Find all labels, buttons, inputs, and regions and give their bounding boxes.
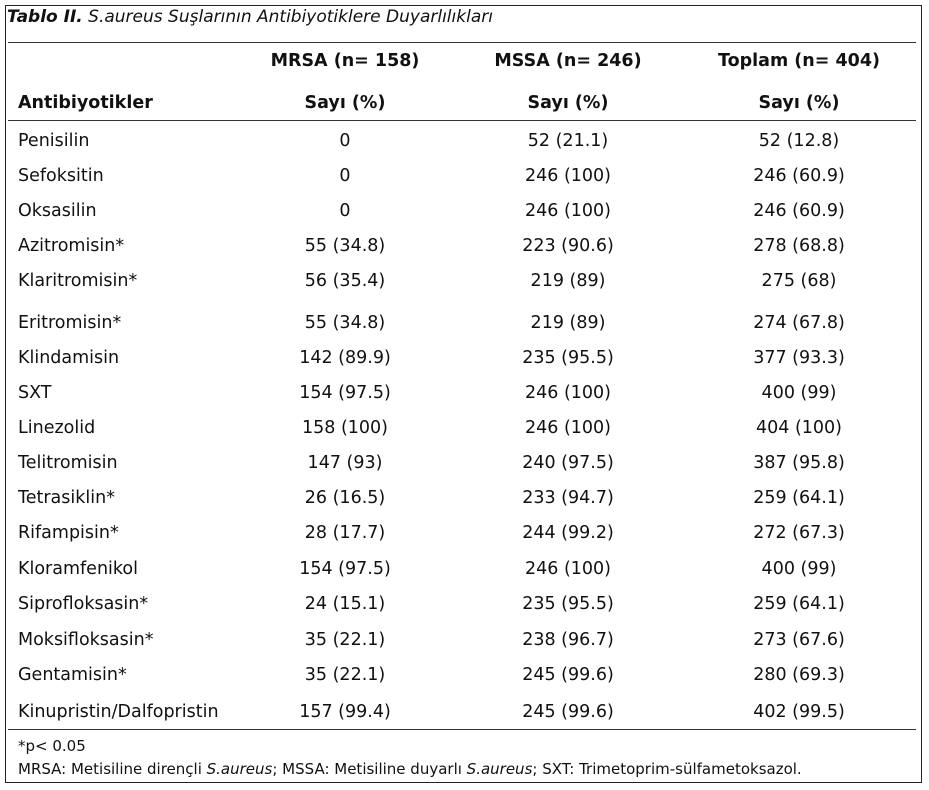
mssa-value: 233 (94.7) [522, 488, 614, 508]
species-name: S.aureus [466, 760, 533, 778]
total-value: 272 (67.3) [753, 523, 845, 543]
antibiotic-name: Eritromisin* [18, 313, 122, 333]
total-value: 259 (64.1) [753, 594, 845, 614]
rule-above-footnotes [8, 729, 916, 730]
total-value: 280 (69.3) [753, 665, 845, 685]
mssa-value: 235 (95.5) [522, 594, 614, 614]
antibiotic-name: Kloramfenikol [18, 559, 138, 579]
mrsa-value: 0 [339, 201, 351, 221]
mssa-value: 235 (95.5) [522, 348, 614, 368]
total-value: 259 (64.1) [753, 488, 845, 508]
antibiotic-name: Telitromisin [18, 453, 118, 473]
antibiotic-name: Tetrasiklin* [18, 488, 115, 508]
mrsa-value: 154 (97.5) [299, 559, 391, 579]
subheader-total: Sayı (%) [758, 93, 840, 113]
mssa-value: 246 (100) [524, 559, 612, 579]
total-value: 52 (12.8) [758, 131, 840, 151]
mrsa-value: 0 [339, 131, 351, 151]
subheader-mrsa: Sayı (%) [304, 93, 386, 113]
antibiotic-name: Kinupristin/Dalfopristin [18, 702, 219, 722]
antibiotic-name: Rifampisin* [18, 523, 119, 543]
mrsa-value: 35 (22.1) [304, 665, 386, 685]
antibiotic-name: Linezolid [18, 418, 96, 438]
mssa-value: 223 (90.6) [522, 236, 614, 256]
antibiotic-name: Siprofloksasin* [18, 594, 149, 614]
footnote-significance: *p< 0.05 [18, 737, 86, 755]
subheader-mssa: Sayı (%) [527, 93, 609, 113]
mssa-value: 246 (100) [524, 166, 612, 186]
rule-under-caption [8, 42, 916, 43]
mssa-value: 245 (99.6) [522, 702, 614, 722]
total-value: 400 (99) [761, 383, 837, 403]
mrsa-value: 154 (97.5) [299, 383, 391, 403]
antibiotic-name: Oksasilin [18, 201, 97, 221]
table-caption: Tablo II. S.aureus Suşlarının Antibiyoti… [7, 7, 493, 27]
antibiotic-name: Azitromisin* [18, 236, 125, 256]
antibiotic-name: Moksifloksasin* [18, 630, 154, 650]
total-value: 377 (93.3) [753, 348, 845, 368]
mssa-value: 238 (96.7) [522, 630, 614, 650]
caption-lead: Tablo II. [7, 7, 83, 27]
mrsa-value: 157 (99.4) [299, 702, 391, 722]
abbreviation-text: ; MSSA: Metisiline duyarlı [272, 760, 467, 778]
antibiotic-name: Klaritromisin* [18, 271, 138, 291]
mrsa-value: 158 (100) [301, 418, 389, 438]
footnote-abbreviations: MRSA: Metisiline dirençli S.aureus; MSSA… [18, 759, 802, 779]
abbreviation-text: MRSA: Metisiline dirençli [18, 760, 207, 778]
header-mssa: MSSA (n= 246) [494, 51, 642, 71]
mssa-value: 240 (97.5) [522, 453, 614, 473]
mrsa-value: 28 (17.7) [304, 523, 386, 543]
mssa-value: 246 (100) [524, 383, 612, 403]
total-value: 400 (99) [761, 559, 837, 579]
mssa-value: 52 (21.1) [527, 131, 609, 151]
mssa-value: 219 (89) [530, 271, 606, 291]
total-value: 274 (67.8) [753, 313, 845, 333]
total-value: 387 (95.8) [753, 453, 845, 473]
total-value: 278 (68.8) [753, 236, 845, 256]
antibiotic-name: Sefoksitin [18, 166, 104, 186]
mrsa-value: 55 (34.8) [304, 313, 386, 333]
caption-title: S.aureus Suşlarının Antibiyotiklere Duya… [88, 7, 493, 27]
header-antibiotics: Antibiyotikler [18, 93, 153, 113]
abbreviation-text: ; SXT: Trimetoprim-sülfametoksazol. [532, 760, 802, 778]
header-mrsa: MRSA (n= 158) [270, 51, 420, 71]
mrsa-value: 35 (22.1) [304, 630, 386, 650]
total-value: 273 (67.6) [753, 630, 845, 650]
total-value: 246 (60.9) [753, 166, 845, 186]
mssa-value: 246 (100) [524, 201, 612, 221]
mrsa-value: 56 (35.4) [304, 271, 386, 291]
total-value: 275 (68) [761, 271, 837, 291]
mssa-value: 219 (89) [530, 313, 606, 333]
antibiotic-name: Gentamisin* [18, 665, 127, 685]
total-value: 402 (99.5) [753, 702, 845, 722]
mrsa-value: 142 (89.9) [299, 348, 391, 368]
total-value: 404 (100) [755, 418, 843, 438]
species-name: S.aureus [206, 760, 273, 778]
total-value: 246 (60.9) [753, 201, 845, 221]
mrsa-value: 55 (34.8) [304, 236, 386, 256]
mrsa-value: 147 (93) [307, 453, 383, 473]
antibiotic-name: SXT [18, 383, 52, 403]
rule-under-header [8, 120, 916, 121]
antibiotic-name: Penisilin [18, 131, 90, 151]
table-frame [5, 5, 922, 783]
mssa-value: 246 (100) [524, 418, 612, 438]
mrsa-value: 26 (16.5) [304, 488, 386, 508]
antibiotic-name: Klindamisin [18, 348, 120, 368]
mssa-value: 244 (99.2) [522, 523, 614, 543]
mrsa-value: 0 [339, 166, 351, 186]
mrsa-value: 24 (15.1) [304, 594, 386, 614]
header-total: Toplam (n= 404) [717, 51, 881, 71]
mssa-value: 245 (99.6) [522, 665, 614, 685]
